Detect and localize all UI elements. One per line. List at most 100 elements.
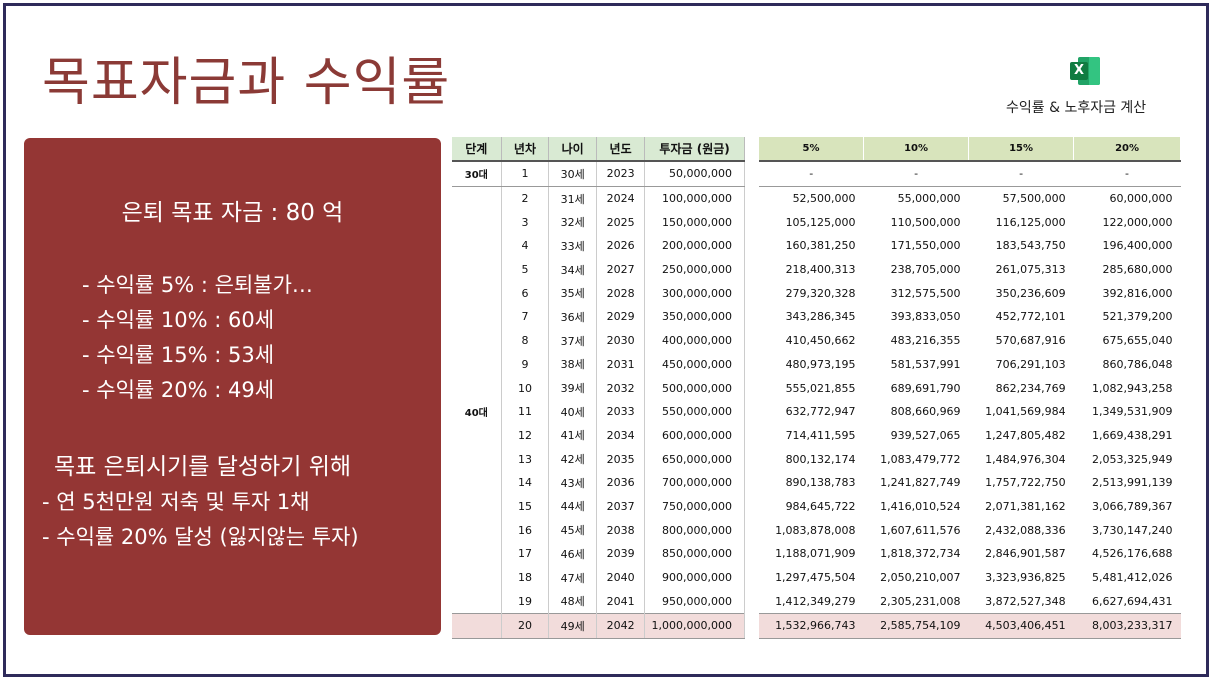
table-cell [452, 352, 502, 377]
table-cell: 450,000,000 [644, 352, 745, 377]
table-cell: 19 [501, 589, 550, 614]
table-cell: 100,000,000 [644, 186, 745, 211]
table-cell: 57,500,000 [1002, 192, 1066, 206]
table-cell: 12 [501, 423, 550, 448]
table-cell: 570,687,916 [995, 334, 1066, 348]
table-cell: 14 [501, 470, 550, 495]
table-row: 9 38세 2031 450,000,000 [452, 352, 745, 377]
table-cell: 20 [501, 613, 550, 639]
table-cell: 675,655,040 [1102, 334, 1173, 348]
table-cell: 2042 [596, 613, 646, 639]
table-cell: 2024 [596, 186, 646, 211]
table-cell: 581,537,991 [890, 357, 961, 371]
table-cell: 44세 [548, 494, 597, 519]
table-cell: 700,000,000 [644, 470, 745, 495]
table-cell [452, 494, 502, 519]
table-cell: 550,000,000 [644, 399, 745, 424]
table-cell: 2,071,381,162 [985, 499, 1066, 513]
table-cell: 2041 [596, 589, 646, 614]
table-cell: 2036 [596, 470, 646, 495]
table-row: 18 47세 2040 900,000,000 [452, 565, 745, 590]
right-header: 20% [1073, 137, 1181, 162]
table-cell: 45세 [548, 518, 597, 542]
table-cell: 800,132,174 [785, 452, 856, 466]
table-cell: 350,236,609 [995, 286, 1066, 300]
table-cell: 706,291,103 [995, 357, 1066, 371]
table-cell: 2,050,210,007 [880, 571, 961, 585]
table-row: 160,381,250 171,550,000 183,543,750 196,400… [759, 234, 1181, 258]
table-cell: 2028 [596, 281, 646, 306]
table-cell: 60,000,000 [1109, 192, 1173, 206]
table-row: 13 42세 2035 650,000,000 [452, 447, 745, 471]
table-cell: 196,400,000 [1102, 239, 1173, 253]
table-cell: 48세 [548, 589, 597, 614]
table-cell: 950,000,000 [644, 589, 745, 614]
table-cell: 37세 [548, 328, 597, 353]
table-cell: 483,216,355 [890, 334, 961, 348]
table-cell [452, 376, 502, 400]
table-row: 1,083,878,008 1,607,611,576 2,432,088,336 3… [759, 518, 1181, 542]
table-cell [452, 234, 502, 258]
table-cell: 30세 [548, 161, 597, 187]
excel-link-label[interactable]: 수익률 & 노후자금 계산 [1006, 100, 1147, 116]
table-cell: 1,484,976,304 [985, 452, 1066, 466]
table-row: 1,532,966,743 2,585,754,109 4,503,406,451 8… [759, 613, 1181, 639]
table-cell: 2037 [596, 494, 646, 519]
table-cell: 393,833,050 [890, 310, 961, 324]
right-header: 15% [968, 137, 1075, 162]
table-cell: 47세 [548, 565, 597, 590]
table-cell: 1,083,878,008 [775, 523, 856, 537]
table-row: 890,138,783 1,241,827,749 1,757,722,750 2,5… [759, 471, 1181, 495]
table-row: 218,400,313 238,705,000 261,075,313 285,680… [759, 258, 1181, 282]
table-cell: 2039 [596, 542, 646, 566]
table-cell: 312,575,500 [890, 286, 961, 300]
table-cell: 18 [501, 565, 550, 590]
table-cell: - [759, 161, 864, 187]
table-row: 5 34세 2027 250,000,000 [452, 257, 745, 282]
table-cell: 10 [501, 376, 550, 400]
table-cell: 31세 [548, 186, 597, 211]
table-cell: 2,305,231,008 [880, 594, 961, 608]
table-cell: 632,772,947 [785, 405, 856, 419]
table-cell [452, 210, 502, 235]
table-cell: 2,513,991,139 [1092, 476, 1173, 490]
table-cell: 2032 [596, 376, 646, 400]
table-cell: 1,412,349,279 [775, 594, 856, 608]
table-row: 8 37세 2030 400,000,000 [452, 328, 745, 353]
table-cell: 110,500,000 [890, 215, 961, 229]
table-row: 480,973,195 581,537,991 706,291,103 860,786… [759, 353, 1181, 377]
table-cell [452, 423, 502, 448]
plan-item: - 수익률 20% 달성 (잃지않는 투자) [42, 525, 359, 549]
table-cell: 350,000,000 [644, 305, 745, 329]
investment-table: 단계 년차 나이 년도 투자금 (원금) 30대 1 30세 2023 50,000,000 2 3… [452, 137, 745, 639]
table-cell [452, 257, 502, 282]
table-cell [452, 613, 502, 639]
table-cell: 4,503,406,451 [968, 613, 1074, 639]
table-cell: 5 [501, 257, 550, 282]
excel-icon[interactable]: X [1070, 57, 1100, 85]
table-row: 343,286,345 393,833,050 452,772,101 521,379… [759, 305, 1181, 329]
table-cell: - [1073, 161, 1181, 187]
table-cell: 34세 [548, 257, 597, 282]
table-row: 410,450,662 483,216,355 570,687,916 675,655… [759, 329, 1181, 353]
table-cell: 105,125,000 [785, 215, 856, 229]
table-cell: 521,379,200 [1102, 310, 1173, 324]
table-cell: 2,053,325,949 [1092, 452, 1173, 466]
table-cell: 808,660,969 [890, 405, 961, 419]
table-row: 30대 1 30세 2023 50,000,000 [452, 161, 745, 187]
table-row: 105,125,000 110,500,000 116,125,000 122,000… [759, 210, 1181, 234]
table-cell: 984,645,722 [785, 499, 856, 513]
table-row: 10 39세 2032 500,000,000 [452, 376, 745, 400]
table-cell: 41세 [548, 423, 597, 448]
table-cell: 2,585,754,109 [863, 613, 969, 639]
table-cell: 17 [501, 542, 550, 566]
table-cell: 343,286,345 [785, 310, 856, 324]
table-cell: 2,432,088,336 [985, 523, 1066, 537]
rate-line: - 수익률 10% : 60세 [82, 308, 275, 332]
table-row: 40대 11 40세 2033 550,000,000 [452, 399, 745, 424]
table-cell: 1,669,438,291 [1092, 428, 1173, 442]
table-cell: 452,772,101 [995, 310, 1066, 324]
table-cell: 1,818,372,734 [880, 547, 961, 561]
return-table: 5% 10% 15% 20% - - - -52,500,000 55,000,000 57,5… [759, 137, 1181, 639]
table-row: 714,411,595 939,527,065 1,247,805,482 1,669… [759, 424, 1181, 448]
